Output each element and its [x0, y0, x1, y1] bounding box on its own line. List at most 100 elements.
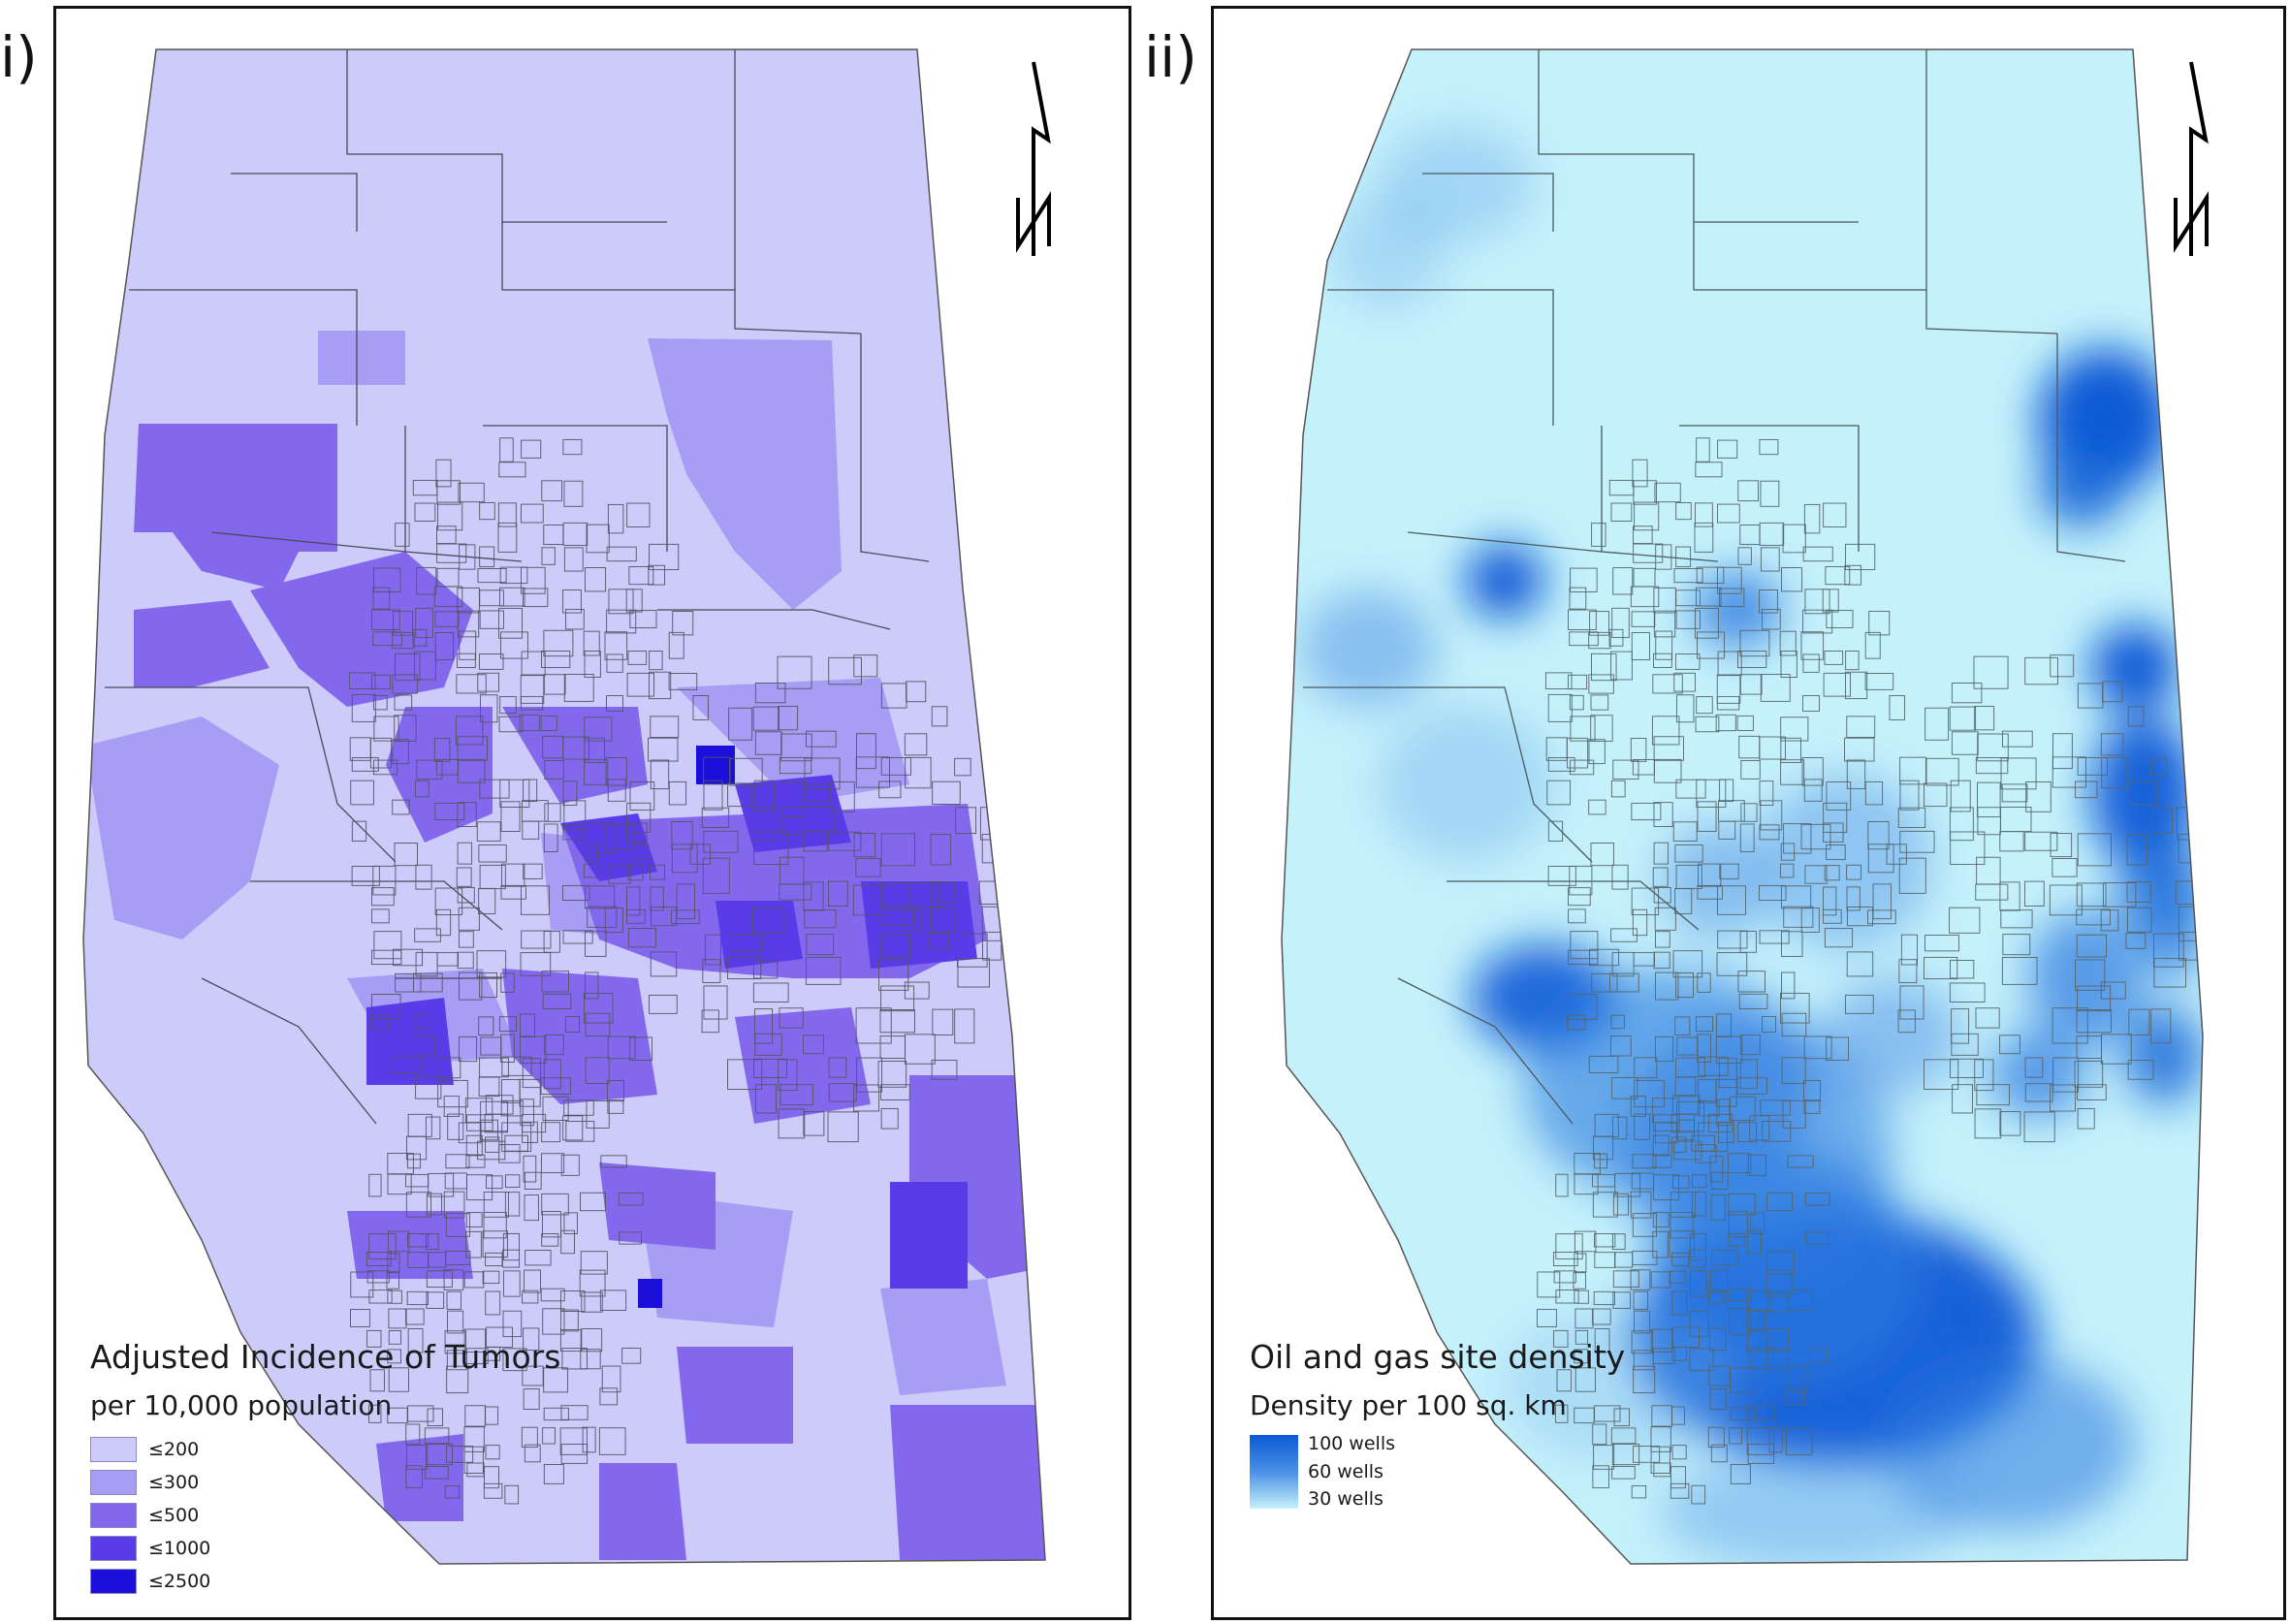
boundary-cell: [500, 801, 521, 832]
boundary-cell: [1760, 1099, 1791, 1116]
boundary-cell: [1951, 731, 1979, 755]
boundary-cell: [428, 1172, 455, 1197]
boundary-cell: [621, 1348, 642, 1364]
boundary-cell: [1785, 1427, 1813, 1455]
boundary-cell: [1692, 1174, 1707, 1188]
boundary-cell: [904, 981, 930, 1000]
boundary-cell: [2100, 909, 2119, 932]
boundary-cell: [1977, 781, 2001, 817]
boundary-cell: [1779, 630, 1797, 656]
boundary-cell: [1768, 1426, 1783, 1453]
boundary-cell: [585, 1057, 610, 1085]
region-class-1000: [560, 813, 657, 881]
boundary-cell: [373, 567, 401, 592]
boundary-cell: [585, 931, 607, 957]
boundary-cell: [754, 683, 786, 704]
boundary-cell: [954, 1008, 975, 1044]
boundary-cell: [1739, 629, 1770, 657]
boundary-cell: [503, 1270, 521, 1297]
boundary-cell: [413, 972, 443, 993]
boundary-cell: [350, 1309, 370, 1327]
boundary-cell: [1801, 757, 1824, 786]
boundary-cell: [458, 1035, 478, 1063]
boundary-cell: [1949, 706, 1977, 731]
boundary-cell: [562, 1115, 584, 1141]
boundary-cell: [1633, 543, 1664, 563]
boundary-cell: [1670, 1211, 1694, 1239]
boundary-cell: [521, 1426, 538, 1449]
boundary-cell: [1737, 650, 1767, 668]
boundary-cell: [1630, 586, 1660, 608]
boundary-cell: [457, 886, 475, 904]
boundary-cell: [1900, 934, 1919, 966]
boundary-cell: [2050, 654, 2075, 678]
ramp-labels: 100 wells 60 wells 30 wells: [1308, 1435, 1395, 1509]
boundary-cell: [1674, 653, 1701, 670]
legend-class-row: ≤500: [90, 1499, 560, 1532]
boundary-cell: [1802, 609, 1833, 634]
boundary-cell: [806, 934, 835, 956]
boundary-cell: [476, 950, 507, 978]
boundary-cell: [523, 863, 543, 879]
boundary-cell: [543, 1059, 561, 1090]
boundary-cell: [1655, 544, 1672, 570]
boundary-cell: [2000, 909, 2033, 929]
boundary-cell: [1555, 1290, 1579, 1304]
boundary-cell: [1630, 738, 1647, 762]
density-hotspot: [1989, 1032, 2086, 1119]
boundary-cell: [2052, 733, 2073, 770]
boundary-cell: [368, 1173, 382, 1197]
boundary-cell: [932, 780, 961, 805]
boundary-cell: [1717, 651, 1742, 677]
boundary-cell: [504, 1484, 520, 1505]
region-class-300: [648, 338, 842, 610]
boundary-cell: [1697, 631, 1725, 659]
boundary-cell: [351, 820, 367, 842]
boundary-cell: [877, 1061, 907, 1088]
boundary-cell: [1975, 756, 2009, 775]
boundary-cell: [627, 651, 648, 665]
boundary-cell: [1803, 1099, 1821, 1114]
boundary-cell: [413, 1035, 435, 1057]
boundary-cell: [805, 783, 832, 803]
boundary-cell: [1800, 631, 1825, 660]
boundary-cell: [465, 1348, 489, 1365]
boundary-cell: [1610, 1014, 1625, 1030]
boundary-cell: [412, 628, 428, 647]
boundary-cell: [476, 821, 501, 842]
boundary-cell: [607, 1035, 636, 1060]
boundary-cell: [626, 908, 646, 924]
boundary-cell: [1654, 1035, 1674, 1063]
boundary-cell: [1695, 716, 1720, 733]
boundary-cell: [560, 1309, 579, 1332]
boundary-cell: [501, 863, 525, 887]
boundary-cell: [1652, 674, 1683, 694]
boundary-cell: [599, 1290, 627, 1311]
boundary-cell: [1729, 1096, 1756, 1121]
boundary-cell: [433, 738, 451, 762]
boundary-cell: [1707, 1426, 1725, 1449]
boundary-cell: [1694, 502, 1713, 527]
boundary-cell: [1673, 568, 1703, 584]
boundary-cell: [1611, 607, 1630, 639]
boundary-cell: [350, 1271, 374, 1298]
boundary-cell: [368, 1233, 397, 1259]
boundary-cell: [520, 695, 544, 711]
boundary-cell: [1630, 1096, 1646, 1118]
boundary-cell: [1781, 931, 1803, 957]
boundary-cell: [701, 1009, 719, 1034]
boundary-cell: [1609, 1035, 1632, 1057]
boundary-cell: [1675, 502, 1692, 521]
boundary-cell: [1844, 564, 1862, 586]
tumor-legend: Adjusted Incidence of Tumors per 10,000 …: [90, 1338, 560, 1598]
boundary-cell: [463, 1271, 485, 1289]
boundary-cell: [1653, 1114, 1680, 1131]
boundary-cell: [1555, 1233, 1583, 1259]
boundary-cell: [626, 802, 652, 833]
boundary-cell: [1864, 673, 1894, 690]
boundary-cell: [499, 696, 517, 715]
boundary-cell: [580, 1192, 607, 1212]
boundary-cell: [803, 831, 828, 852]
boundary-cell: [456, 867, 472, 887]
legend-swatch: [90, 1470, 137, 1495]
